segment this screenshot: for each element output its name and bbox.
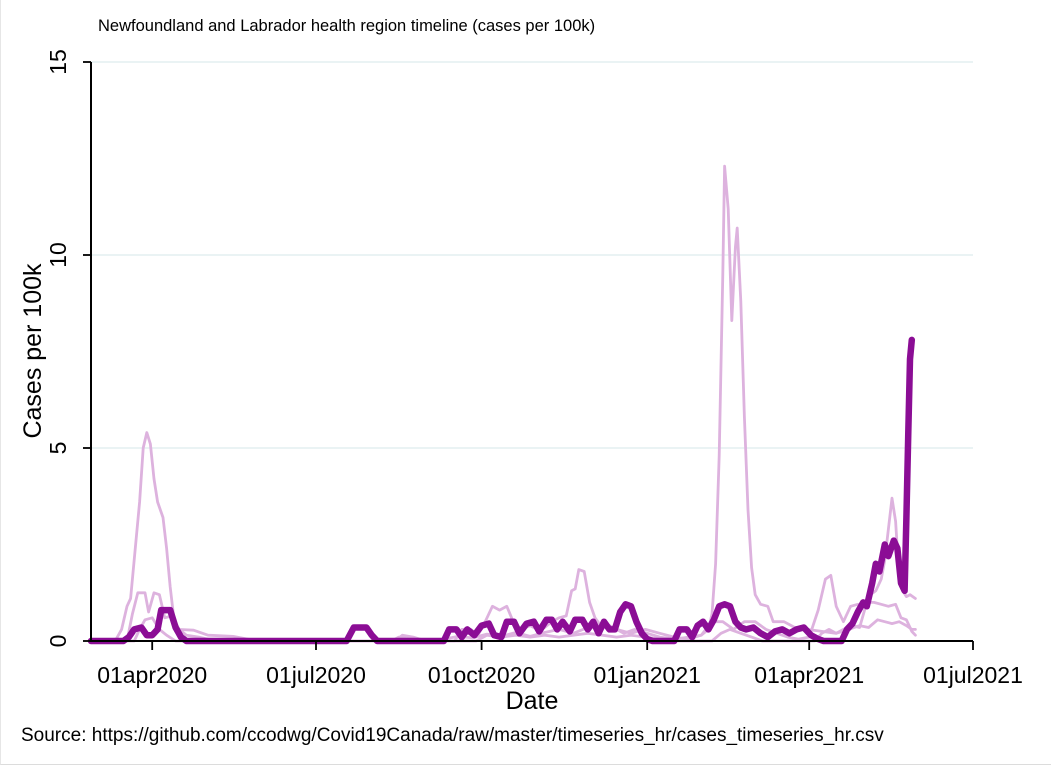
x-tick-label-01apr2020: 01apr2020 — [97, 662, 207, 688]
series-lines — [87, 164, 917, 645]
series-line-highlighted-region — [87, 336, 916, 645]
source-note: Source: https://github.com/ccodwg/Covid1… — [21, 725, 884, 746]
x-tick-label-01apr2021: 01apr2021 — [754, 662, 864, 688]
x-tick-label-01oct2020: 01oct2020 — [428, 662, 535, 688]
y-tick-label-15: 15 — [45, 49, 71, 75]
y-axis-label: Cases per 100k — [19, 263, 47, 439]
gridlines — [91, 61, 973, 449]
y-tick-label-0: 0 — [45, 635, 71, 648]
x-axis-label: Date — [506, 687, 559, 715]
y-tick-label-10: 10 — [45, 242, 71, 268]
axes — [83, 61, 974, 650]
x-tick-label-01jul2020: 01jul2020 — [266, 662, 366, 688]
tick-labels: 0 5 10 15 01apr2020 01jul2020 01oct2020 01jan20… — [45, 49, 1023, 688]
x-tick-label-01jul2021: 01jul2021 — [923, 662, 1023, 688]
chart-title: Newfoundland and Labrador health region … — [98, 17, 595, 35]
y-tick-label-5: 5 — [45, 442, 71, 455]
series-line-background-region-a — [89, 164, 917, 643]
x-tick-label-01jan2021: 01jan2021 — [593, 662, 700, 688]
axis-lines — [90, 62, 973, 642]
series-line-background-region-b — [89, 496, 917, 643]
